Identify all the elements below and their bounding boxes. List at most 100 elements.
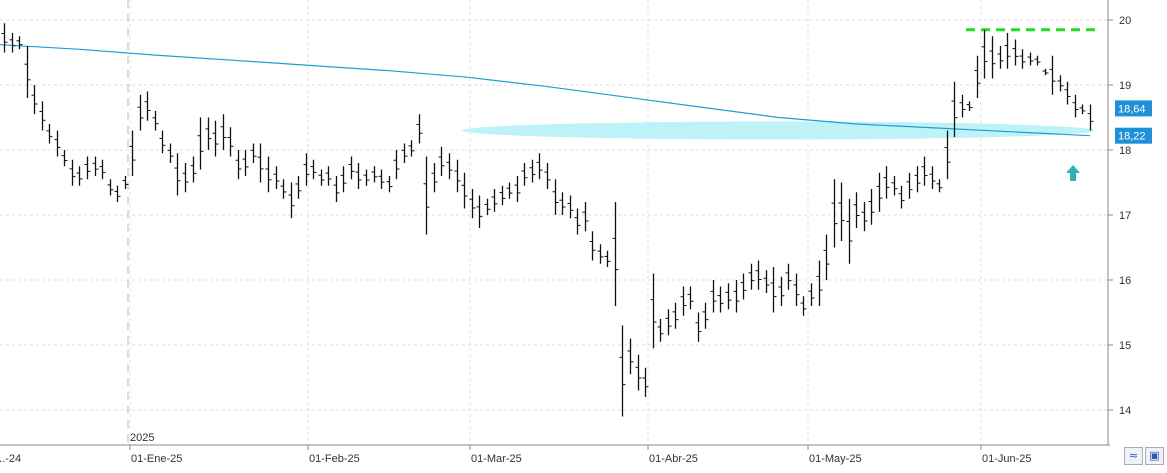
ohlc-bar [1049, 55, 1056, 95]
ohlc-bar [92, 156, 99, 176]
ohlc-bar [1072, 94, 1079, 118]
ohlc-bar [831, 179, 838, 248]
ohlc-bar [800, 296, 807, 316]
x-axis-ticks: ...-24 01-Ene-25 01-Feb-25 01-Mar-25 01-Abr-… [0, 445, 1032, 465]
ohlc-bar [325, 166, 332, 186]
ohlc-bar [340, 166, 347, 193]
ohlc-bar [476, 195, 483, 228]
ohlc-bar [733, 280, 740, 313]
ohlc-bar [16, 36, 23, 50]
ohlc-bar [363, 169, 370, 186]
ohlc-bar [31, 85, 38, 115]
ohlc-bar [529, 159, 536, 183]
ohlc-bar [604, 250, 611, 267]
ohlc-bar [898, 185, 905, 209]
ohlc-bar [393, 150, 400, 180]
ohlc-bar [665, 309, 672, 336]
ohlc-bar [687, 286, 694, 310]
ohlc-bar [755, 260, 762, 290]
ohlc-bar [544, 163, 551, 189]
ohlc-bar [159, 130, 166, 154]
ohlc-bar [76, 166, 83, 186]
ohlc-bar [883, 166, 890, 199]
ohlc-bar [137, 94, 144, 131]
ohlc-bar [227, 127, 234, 157]
ohlc-bar [627, 338, 634, 375]
ohlc-bar [355, 163, 362, 189]
ohlc-bars [1, 23, 1094, 417]
zoom-icon[interactable]: ≈ [1124, 447, 1143, 465]
ohlc-bar [823, 234, 830, 280]
ohlc-bar [174, 153, 181, 196]
ohlc-bar [250, 143, 257, 163]
ohlc-bar [717, 286, 724, 313]
ohlc-bar [469, 189, 476, 219]
ohlc-bar [853, 192, 860, 228]
ohlc-bar [740, 273, 747, 300]
price-tag-ma-label: 18,22 [1118, 131, 1146, 143]
ohlc-bar [401, 143, 408, 163]
grid-lines [0, 0, 1108, 445]
x-tick-label: 01-Jun-25 [982, 453, 1032, 465]
ohlc-bar [1064, 81, 1071, 105]
ohlc-bar [1019, 49, 1026, 69]
ohlc-bar [84, 156, 91, 180]
ohlc-bar [914, 166, 921, 193]
ohlc-bar [612, 202, 619, 306]
x-tick-label: 01-May-25 [809, 453, 862, 465]
ohlc-bar [122, 176, 129, 189]
ohlc-bar [552, 179, 559, 215]
ohlc-bar [838, 182, 845, 241]
ohlc-bar [61, 150, 68, 167]
ohlc-bar [514, 176, 521, 202]
ohlc-bar [785, 263, 792, 290]
x-tick-label: 01-Feb-25 [309, 453, 360, 465]
ohlc-bar [951, 81, 958, 137]
ohlc-bar [212, 120, 219, 157]
price-tag-ma: 18,22 [1115, 127, 1152, 144]
ohlc-bar [650, 273, 657, 349]
ohlc-bar [348, 156, 355, 180]
y-tick-label: 17 [1119, 210, 1131, 222]
ohlc-bar [702, 302, 709, 329]
ohlc-bar [318, 169, 325, 186]
x-tick-label: 01-Ene-25 [131, 453, 182, 465]
ohlc-bar [619, 325, 626, 417]
ohlc-bar [1004, 33, 1011, 69]
ohlc-bar [997, 46, 1004, 69]
price-tag-last-label: 18,64 [1118, 103, 1146, 115]
ohlc-bar [257, 143, 264, 183]
ohlc-bar [589, 231, 596, 261]
ohlc-bar [431, 163, 438, 193]
ohlc-bar [876, 172, 883, 212]
ohlc-bar [891, 176, 898, 196]
ohlc-bar [981, 29, 988, 79]
ohlc-bar [906, 172, 913, 199]
ohlc-bar [725, 283, 732, 310]
y-tick-label: 14 [1119, 405, 1131, 417]
ohlc-bar [1034, 55, 1041, 66]
ohlc-bar [310, 159, 317, 180]
ohlc-bar [235, 150, 242, 180]
ohlc-bar [295, 176, 302, 199]
ohlc-bar [672, 302, 679, 329]
ohlc-bar [778, 276, 785, 306]
price-tag-last: 18,64 [1115, 100, 1152, 117]
ohlc-bar [808, 283, 815, 306]
ohlc-bar [386, 176, 393, 193]
save-icon[interactable]: ▣ [1145, 447, 1164, 465]
ohlc-bar [129, 130, 136, 176]
ohlc-bar [303, 153, 310, 186]
ohlc-bar [597, 244, 604, 264]
ohlc-bar [24, 46, 31, 98]
ohlc-bar [446, 153, 453, 180]
ohlc-bar [635, 354, 642, 391]
ohlc-bar [39, 101, 46, 131]
ohlc-bar [197, 117, 204, 170]
ohlc-bar [748, 263, 755, 290]
ohlc-bar [846, 198, 853, 264]
ohlc-bar [265, 156, 272, 193]
